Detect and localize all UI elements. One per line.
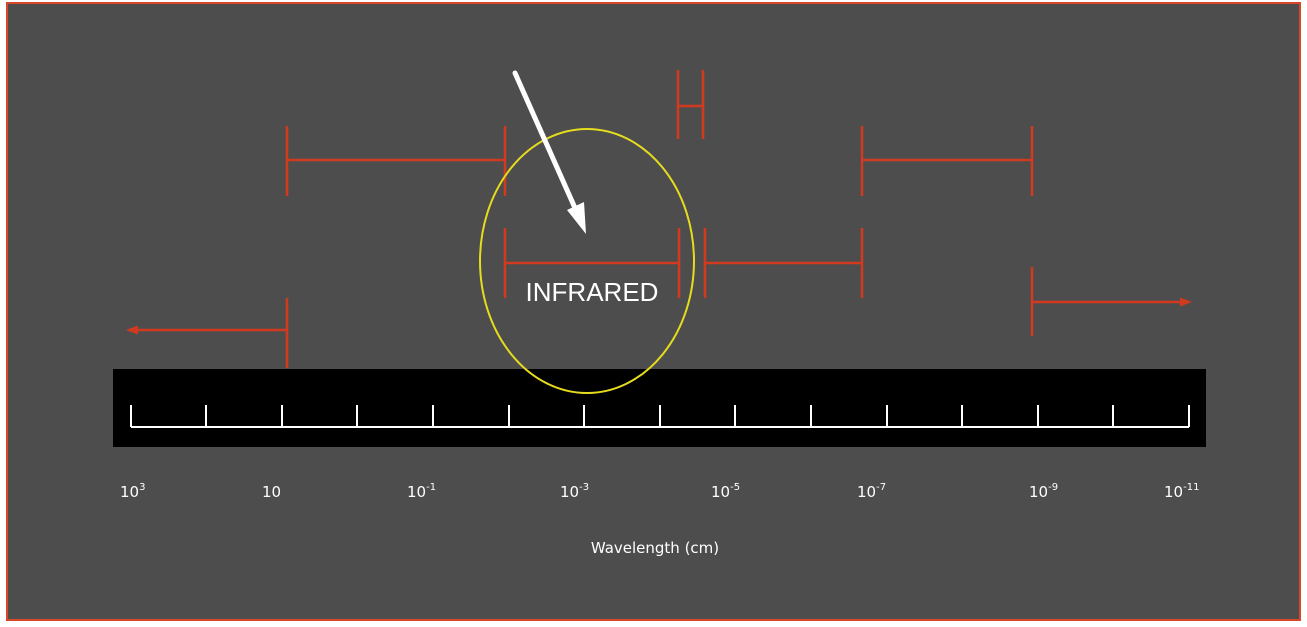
- band-bracket-infrared: [503, 228, 681, 298]
- arrowhead-left: [126, 325, 138, 335]
- tick-label: 10-11: [1164, 482, 1199, 501]
- tick-label: 10-5: [711, 482, 740, 501]
- band-bracket-radio: [136, 298, 289, 368]
- band-bracket-gamma: [1030, 267, 1183, 336]
- tick-label: 10-3: [560, 482, 589, 501]
- band-bracket-ultraviolet: [703, 228, 864, 298]
- highlight-ellipse: [479, 128, 695, 394]
- axis-title: Wavelength (cm): [591, 539, 719, 557]
- arrowhead-right: [1180, 297, 1192, 307]
- pointer-arrow-shaft: [512, 70, 578, 211]
- tick-label: 10: [262, 483, 281, 501]
- tick-label: 10-9: [1029, 482, 1058, 501]
- infrared-label: INFRARED: [526, 277, 659, 307]
- band-bracket-xray: [860, 126, 1034, 196]
- tick-labels: 103 10 10-1 10-3 10-5 10-7 10-9 10-11: [120, 482, 1199, 501]
- tick-label: 10-7: [857, 482, 886, 501]
- tick-label: 103: [120, 482, 145, 501]
- diagram-frame: [6, 2, 1301, 621]
- band-brackets: [136, 70, 1183, 368]
- ruler-scale: [130, 405, 1190, 428]
- band-bracket-visible: [676, 70, 705, 139]
- tick-label: 10-1: [407, 482, 436, 501]
- band-bracket-microwave: [285, 126, 507, 196]
- pointer-arrow-head: [567, 202, 586, 234]
